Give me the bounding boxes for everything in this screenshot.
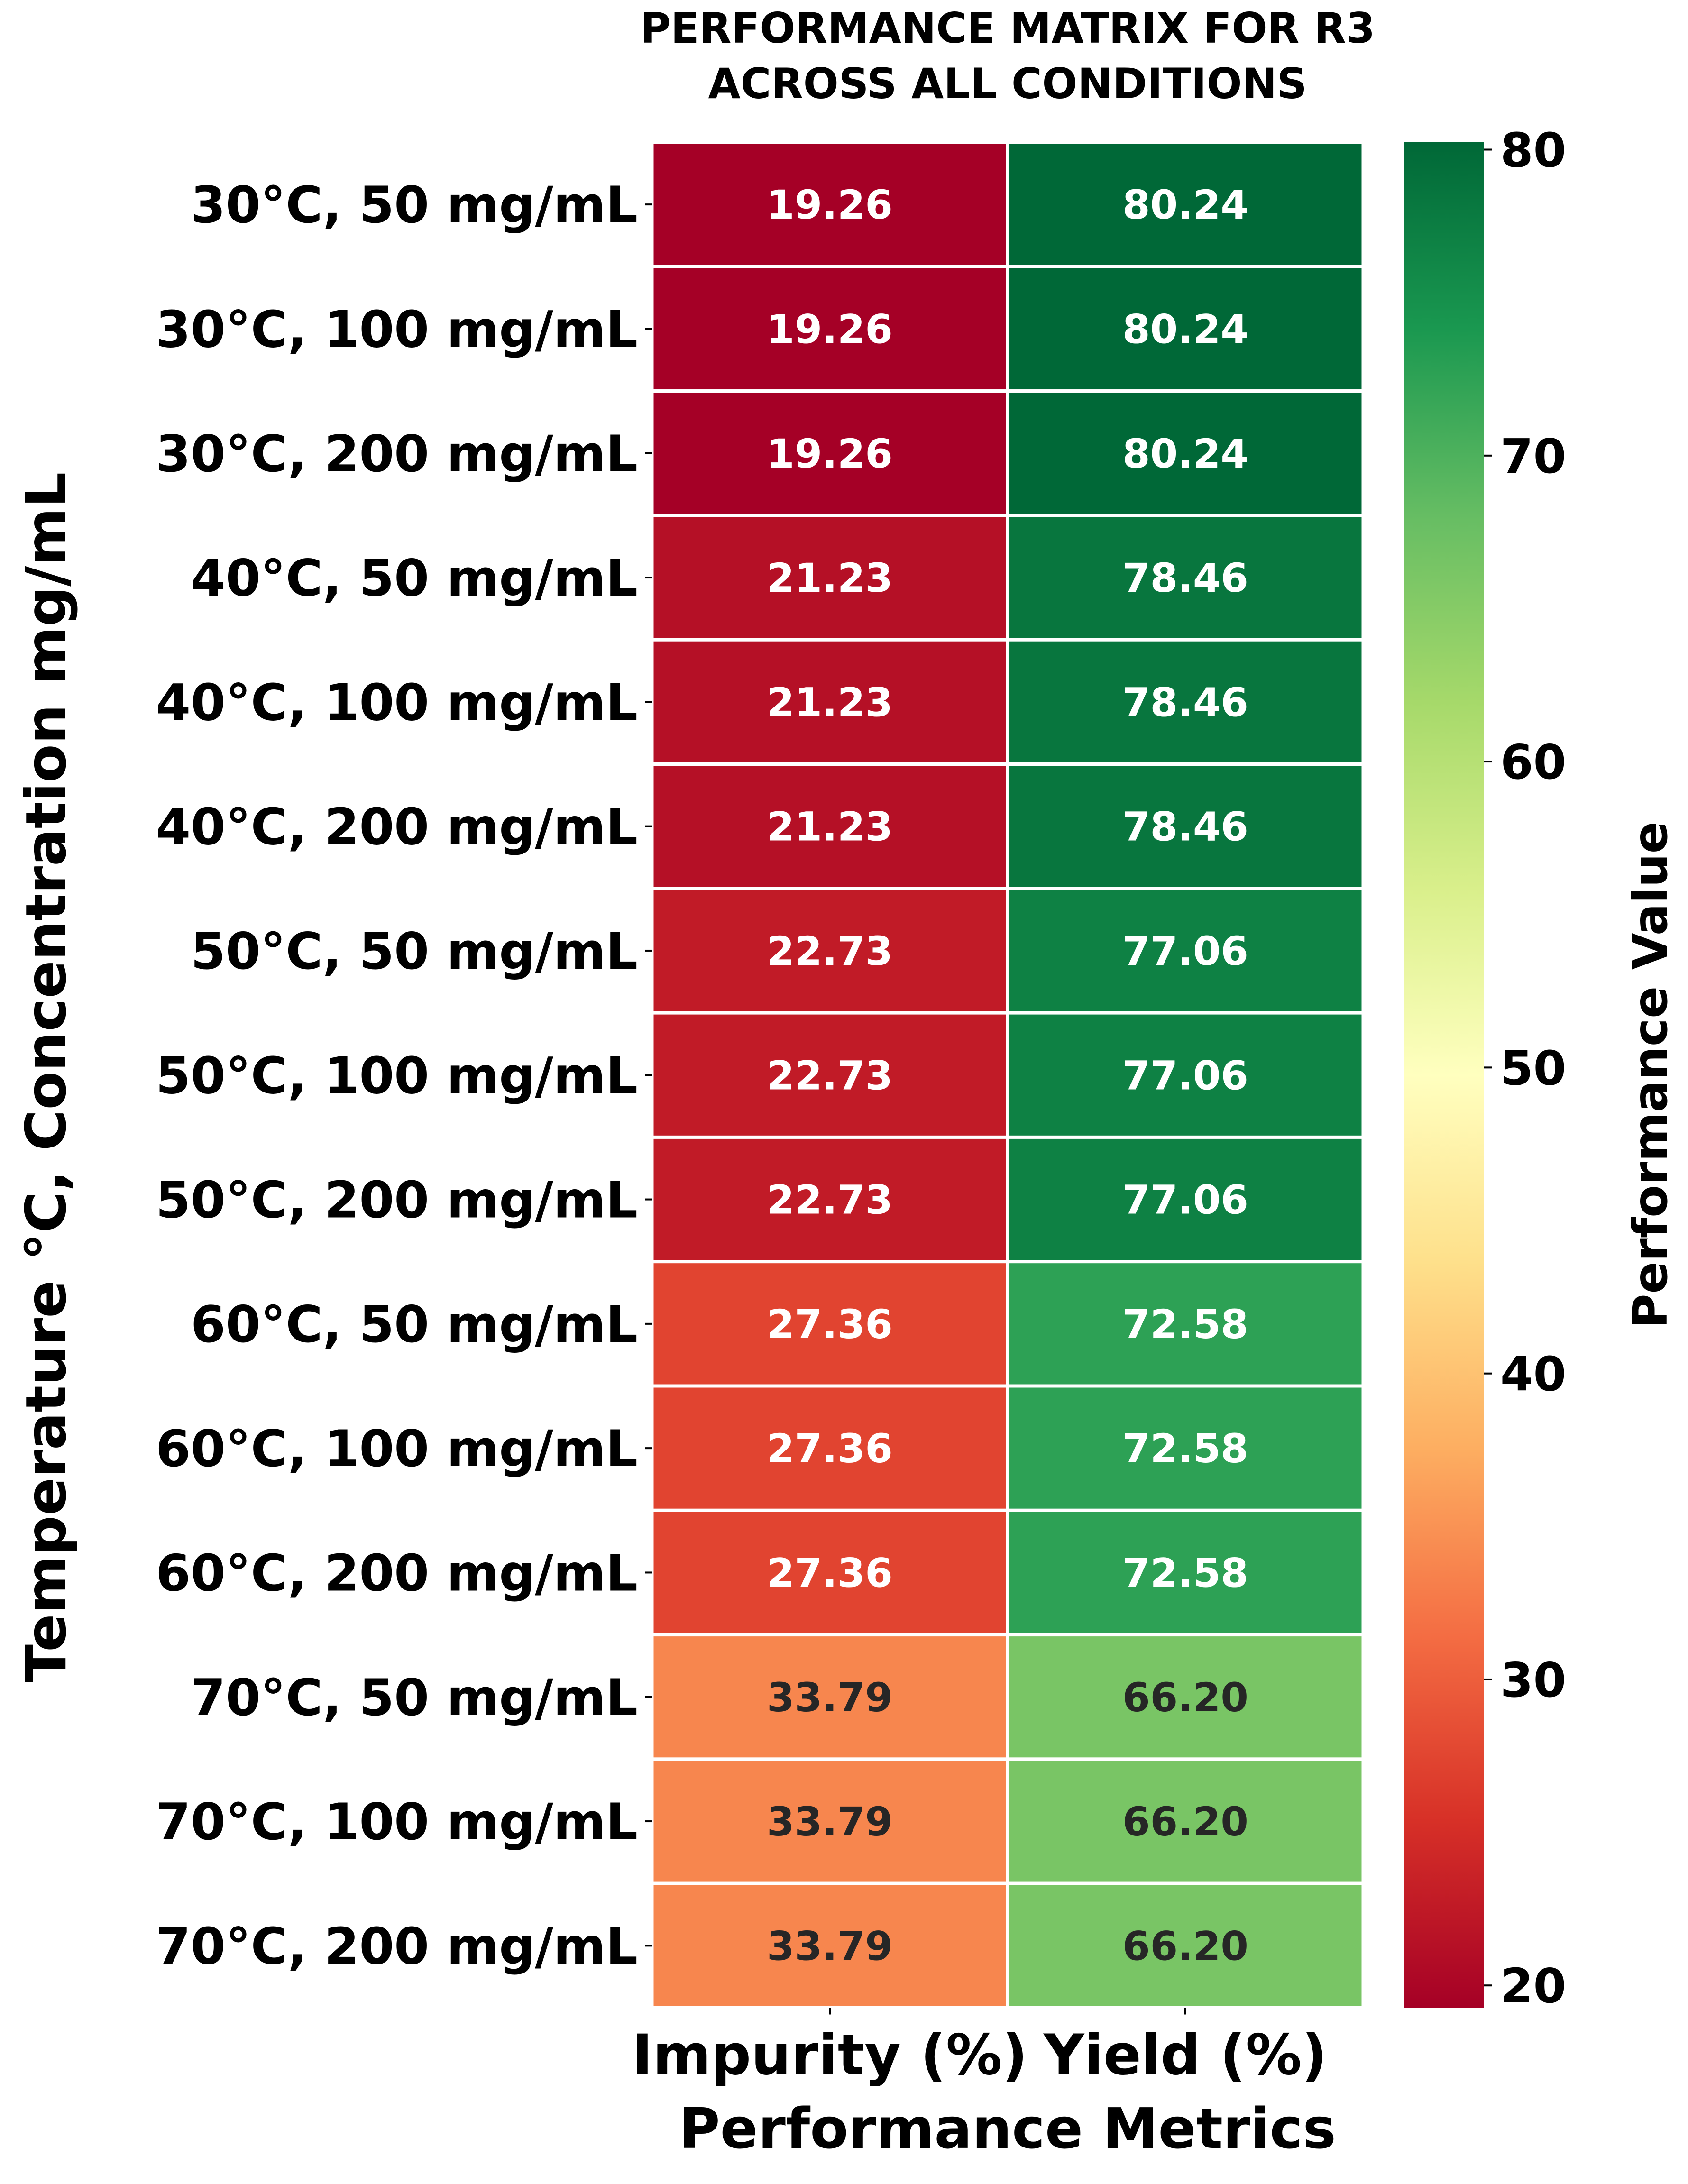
colorbar (1404, 142, 1484, 2008)
heatmap-cell (1006, 1011, 1365, 1139)
row-label: 40°C, 50 mg/mL (191, 549, 638, 607)
row-label: 70°C, 200 mg/mL (156, 1917, 638, 1975)
heatmap-cell (1006, 1633, 1365, 1761)
row-label: 50°C, 50 mg/mL (191, 922, 638, 981)
cell-value-label: 22.73 (767, 1177, 893, 1223)
heatmap-cell (1006, 265, 1365, 393)
heatmap-cell (1006, 1384, 1365, 1512)
heatmap-cell (650, 1384, 1009, 1512)
cell-value-label: 77.06 (1122, 928, 1248, 974)
cell-value-label: 33.79 (767, 1799, 893, 1845)
cell-value-label: 72.58 (1122, 1550, 1248, 1596)
heatmap-cell (1006, 1757, 1365, 1885)
row-label: 60°C, 50 mg/mL (191, 1295, 638, 1354)
heatmap-cell (1006, 1508, 1365, 1637)
heatmap-cell (650, 1757, 1009, 1885)
heatmap-cell (650, 140, 1009, 268)
row-label: 70°C, 50 mg/mL (191, 1669, 638, 1727)
column-labels: Impurity (%) Yield (%) (632, 2008, 1327, 2088)
cell-value-label: 80.24 (1122, 431, 1248, 477)
cell-value-label: 80.24 (1122, 182, 1248, 228)
heatmap-cell (1006, 140, 1365, 268)
cell-value-label: 72.58 (1122, 1425, 1248, 1472)
heatmap-cell (1006, 1135, 1365, 1264)
cell-value-label: 21.23 (767, 804, 893, 850)
colorbar-label: Performance Value (1623, 821, 1678, 1328)
cell-value-label: 66.20 (1122, 1674, 1248, 1721)
row-label: 30°C, 100 mg/mL (156, 300, 638, 358)
colorbar-ticks: 20 30 40 50 60 70 80 (1484, 122, 1566, 2014)
column-label: Yield (%) (1043, 2022, 1327, 2088)
column-label: Impurity (%) (632, 2022, 1027, 2088)
cell-value-label: 77.06 (1122, 1052, 1248, 1099)
cell-value-label: 27.36 (767, 1425, 893, 1472)
row-label: 60°C, 100 mg/mL (156, 1420, 638, 1478)
cell-value-label: 80.24 (1122, 306, 1248, 352)
heatmap-cell (1006, 1260, 1365, 1388)
row-label: 50°C, 200 mg/mL (156, 1171, 638, 1230)
cell-value-label: 21.23 (767, 555, 893, 601)
cell-value-label: 78.46 (1122, 804, 1248, 850)
heatmap-cell (650, 265, 1009, 393)
colorbar-tick-label: 60 (1500, 734, 1566, 790)
row-label: 50°C, 100 mg/mL (156, 1046, 638, 1105)
heatmap-cell (1006, 389, 1365, 517)
colorbar-tick-label: 70 (1500, 429, 1566, 484)
colorbar-tick-label: 30 (1500, 1652, 1566, 1708)
cell-value-label: 22.73 (767, 928, 893, 974)
row-labels: 30°C, 50 mg/mL 30°C, 100 mg/mL 30°C, 200 m… (156, 176, 652, 1975)
colorbar-tick-label: 80 (1500, 122, 1566, 178)
heatmap-cell (650, 1260, 1009, 1388)
cell-value-label: 77.06 (1122, 1177, 1248, 1223)
y-axis-label: Temperature °C, Concentration mg/mL (13, 472, 79, 1683)
cell-value-label: 78.46 (1122, 679, 1248, 725)
row-label: 70°C, 100 mg/mL (156, 1793, 638, 1851)
heatmap-cell (650, 1508, 1009, 1637)
colorbar-tick-label: 40 (1500, 1347, 1566, 1402)
cell-value-label: 72.58 (1122, 1301, 1248, 1348)
row-label: 30°C, 50 mg/mL (191, 176, 638, 234)
cell-value-label: 78.46 (1122, 555, 1248, 601)
heatmap-cell (650, 1881, 1009, 2010)
cell-value-label: 19.26 (767, 306, 893, 352)
colorbar-tick-label: 50 (1500, 1040, 1566, 1096)
heatmap-cell (1006, 762, 1365, 890)
row-label: 40°C, 100 mg/mL (156, 673, 638, 732)
heatmap-cell (650, 1633, 1009, 1761)
cell-value-label: 27.36 (767, 1550, 893, 1596)
heatmap-cell (1006, 514, 1365, 642)
cell-value-label: 33.79 (767, 1923, 893, 1969)
cell-value-label: 33.79 (767, 1674, 893, 1721)
colorbar-tick-label: 20 (1500, 1958, 1566, 2014)
cell-value-label: 66.20 (1122, 1799, 1248, 1845)
cell-value-label: 19.26 (767, 431, 893, 477)
cell-value-label: 19.26 (767, 182, 893, 228)
cell-value-label: 22.73 (767, 1052, 893, 1099)
heatmap-cell (1006, 1881, 1365, 2010)
chart-title-line-1: PERFORMANCE MATRIX FOR R3 (640, 4, 1375, 53)
heatmap-cell (1006, 887, 1365, 1015)
row-label: 40°C, 200 mg/mL (156, 798, 638, 856)
heatmap-cells: 19.26 80.24 19.26 80.24 19.26 80.24 21.23 78.46… (650, 140, 1365, 2010)
cell-value-label: 66.20 (1122, 1923, 1248, 1969)
row-label: 60°C, 200 mg/mL (156, 1544, 638, 1602)
x-axis-label: Performance Metrics (679, 2096, 1336, 2161)
heatmap-cell (1006, 638, 1365, 766)
cell-value-label: 27.36 (767, 1301, 893, 1348)
cell-value-label: 21.23 (767, 679, 893, 725)
row-label: 30°C, 200 mg/mL (156, 425, 638, 483)
chart-title-line-2: ACROSS ALL CONDITIONS (708, 59, 1307, 108)
